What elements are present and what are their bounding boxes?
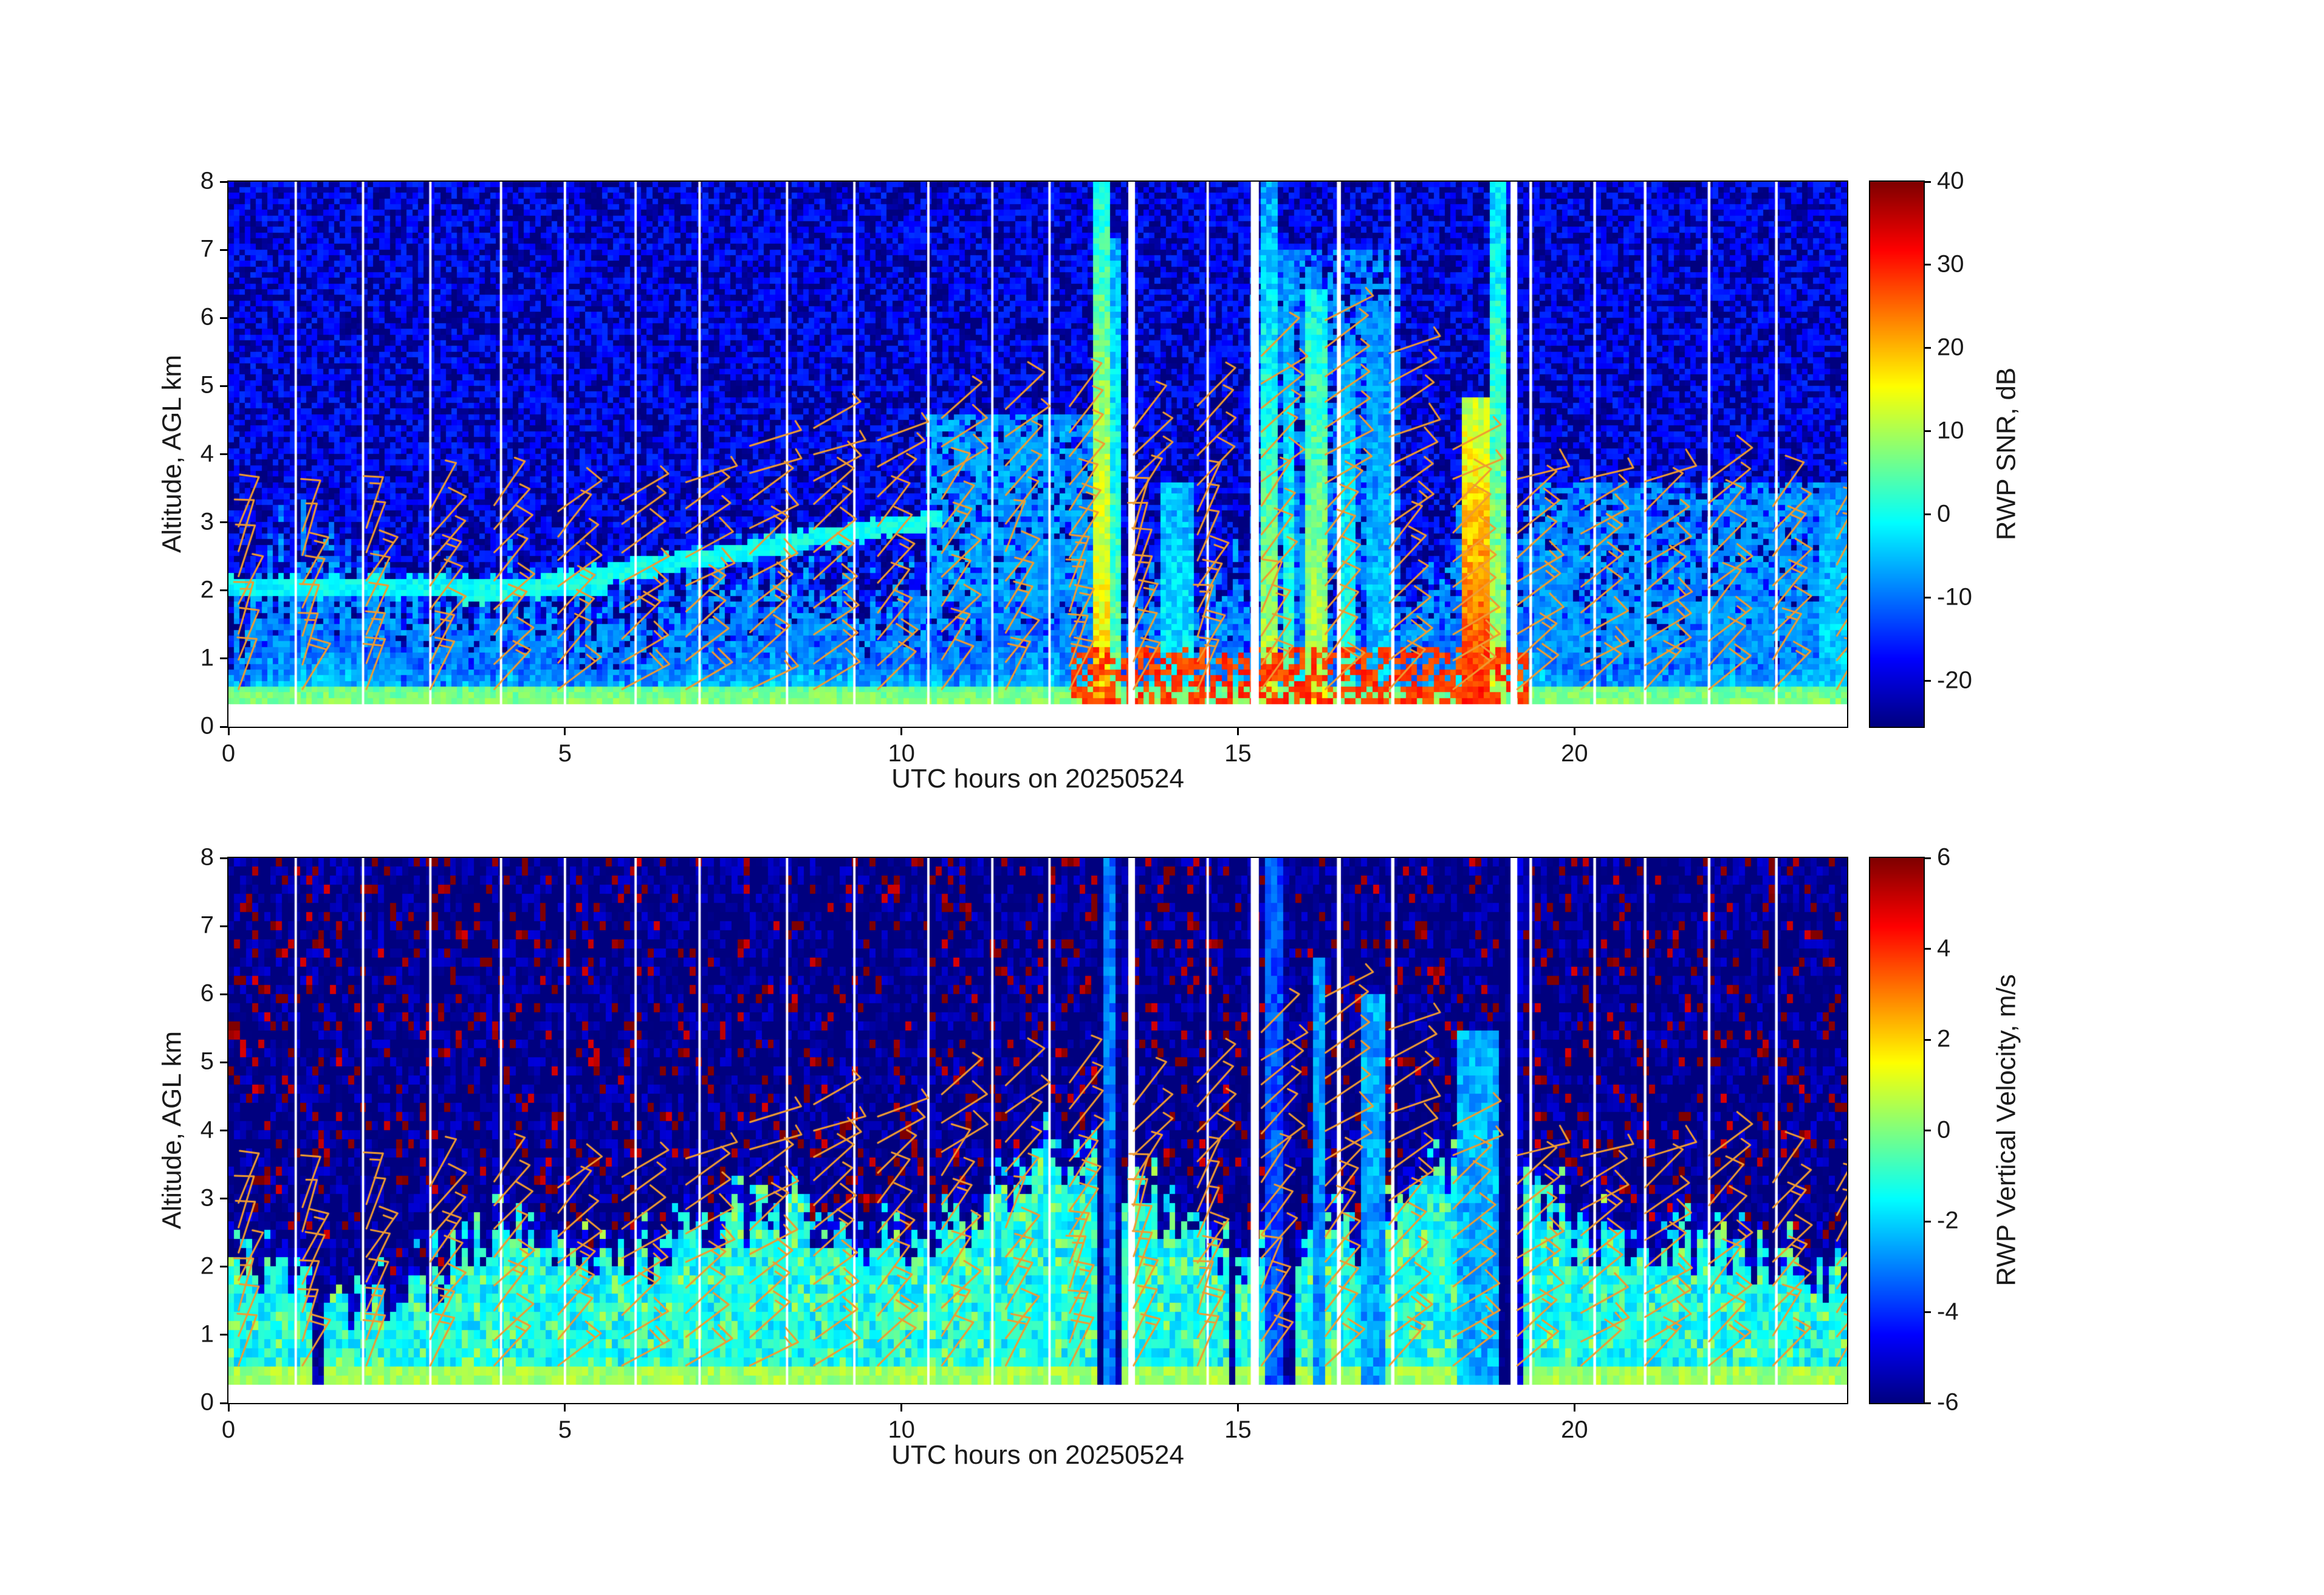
snr-colorbar-tick-label: -10 — [1937, 583, 1972, 611]
vv-y-tick-mark — [220, 925, 228, 927]
vv-x-tick-mark — [564, 1403, 566, 1411]
snr-y-tick-mark — [220, 385, 228, 387]
snr-y-tick-mark — [220, 317, 228, 319]
snr-y-tick-mark — [220, 657, 228, 660]
vv-colorbar-tick-mark — [1924, 1130, 1931, 1131]
snr-colorbar-tick-label: 0 — [1937, 500, 1951, 527]
snr-x-tick-mark — [1573, 727, 1575, 735]
vv-x-tick-mark — [227, 1403, 230, 1411]
vv-colorbar-tick-mark — [1924, 857, 1931, 859]
vv-x-tick-label: 10 — [888, 1416, 915, 1443]
snr-y-tick-label: 7 — [200, 235, 214, 262]
vv-colorbar-tick-label: -2 — [1937, 1207, 1959, 1234]
snr-x-tick-mark — [564, 727, 566, 735]
snr-colorbar-tick-mark — [1924, 180, 1931, 183]
vv-y-tick-label: 4 — [200, 1116, 214, 1144]
snr-x-tick-label: 5 — [558, 740, 572, 767]
vv-colorbar-tick-mark — [1924, 1220, 1931, 1223]
snr-colorbar-tick-mark — [1924, 513, 1931, 516]
snr-colorbar-tick-mark — [1924, 597, 1931, 599]
vv-y-tick-mark — [220, 993, 228, 995]
snr-x-tick-mark — [900, 727, 903, 735]
vv-colorbar-tick-label: -4 — [1937, 1298, 1959, 1325]
vv-colorbar-tick-mark — [1924, 1038, 1931, 1041]
vv-y-tick-mark — [220, 1130, 228, 1131]
vertical-velocity-x-axis-label: UTC hours on 20250524 — [891, 1440, 1184, 1470]
snr-colorbar-tick-label: -20 — [1937, 667, 1972, 694]
vv-colorbar-tick-mark — [1924, 1311, 1931, 1313]
vv-colorbar-tick-mark — [1924, 1402, 1931, 1404]
snr-y-tick-label: 2 — [200, 576, 214, 603]
vv-colorbar-tick-label: -6 — [1937, 1388, 1959, 1416]
vv-x-tick-label: 0 — [221, 1416, 236, 1443]
snr-heatmap — [228, 182, 1847, 727]
snr-y-tick-mark — [220, 589, 228, 592]
snr-colorbar-tick-mark — [1924, 347, 1931, 349]
vv-colorbar-tick-label: 6 — [1937, 843, 1951, 871]
vv-colorbar-tick-mark — [1924, 948, 1931, 950]
vv-y-tick-mark — [220, 1061, 228, 1063]
snr-y-tick-label: 6 — [200, 303, 214, 331]
vv-y-tick-label: 2 — [200, 1252, 214, 1280]
snr-y-tick-mark — [220, 725, 228, 728]
snr-colorbar-tick-mark — [1924, 680, 1931, 682]
snr-y-tick-label: 3 — [200, 508, 214, 535]
vertical-velocity-colorbar — [1870, 858, 1924, 1403]
vv-y-tick-mark — [220, 857, 228, 859]
vv-x-tick-mark — [1573, 1403, 1575, 1411]
vv-colorbar-tick-label: 0 — [1937, 1116, 1951, 1144]
snr-colorbar-tick-label: 10 — [1937, 417, 1964, 444]
vv-x-tick-mark — [1237, 1403, 1239, 1411]
vv-colorbar-tick-label: 2 — [1937, 1025, 1951, 1052]
snr-y-tick-label: 5 — [200, 371, 214, 399]
vv-y-tick-label: 6 — [200, 979, 214, 1007]
vv-x-tick-mark — [900, 1403, 903, 1411]
snr-x-tick-mark — [227, 727, 230, 735]
vertical-velocity-colorbar-label: RWP Vertical Velocity, m/s — [1991, 973, 2021, 1286]
vv-y-tick-mark — [220, 1334, 228, 1336]
snr-colorbar — [1870, 182, 1924, 727]
snr-colorbar-tick-mark — [1924, 264, 1931, 266]
vv-y-tick-label: 1 — [200, 1320, 214, 1348]
snr-colorbar-tick-label: 30 — [1937, 250, 1964, 278]
snr-x-axis-label: UTC hours on 20250524 — [891, 764, 1184, 794]
snr-y-tick-mark — [220, 453, 228, 455]
snr-x-tick-label: 0 — [221, 740, 236, 767]
vv-x-tick-label: 5 — [558, 1416, 572, 1443]
snr-y-tick-mark — [220, 521, 228, 524]
snr-colorbar-tick-label: 20 — [1937, 334, 1964, 361]
vv-y-tick-label: 5 — [200, 1048, 214, 1075]
vv-y-tick-label: 8 — [200, 843, 214, 871]
vv-y-tick-label: 7 — [200, 911, 214, 939]
snr-y-tick-mark — [220, 249, 228, 251]
snr-colorbar-label: RWP SNR, dB — [1991, 367, 2021, 540]
vv-y-tick-label: 3 — [200, 1184, 214, 1212]
snr-y-tick-label: 4 — [200, 440, 214, 467]
snr-x-tick-mark — [1237, 727, 1239, 735]
snr-y-tick-label: 1 — [200, 644, 214, 671]
snr-colorbar-tick-label: 40 — [1937, 167, 1964, 194]
vv-y-tick-label: 0 — [200, 1388, 214, 1416]
vertical-velocity-heatmap — [228, 858, 1847, 1403]
vv-colorbar-tick-label: 4 — [1937, 935, 1951, 962]
snr-x-tick-label: 15 — [1224, 740, 1252, 767]
vv-y-tick-mark — [220, 1266, 228, 1268]
snr-x-tick-label: 20 — [1561, 740, 1588, 767]
vv-x-tick-label: 15 — [1224, 1416, 1252, 1443]
snr-y-tick-mark — [220, 180, 228, 183]
vv-x-tick-label: 20 — [1561, 1416, 1588, 1443]
snr-y-tick-label: 8 — [200, 167, 214, 194]
vv-y-tick-mark — [220, 1198, 228, 1200]
snr-colorbar-tick-mark — [1924, 430, 1931, 433]
snr-y-tick-label: 0 — [200, 712, 214, 739]
snr-x-tick-label: 10 — [888, 740, 915, 767]
vv-y-tick-mark — [220, 1402, 228, 1404]
